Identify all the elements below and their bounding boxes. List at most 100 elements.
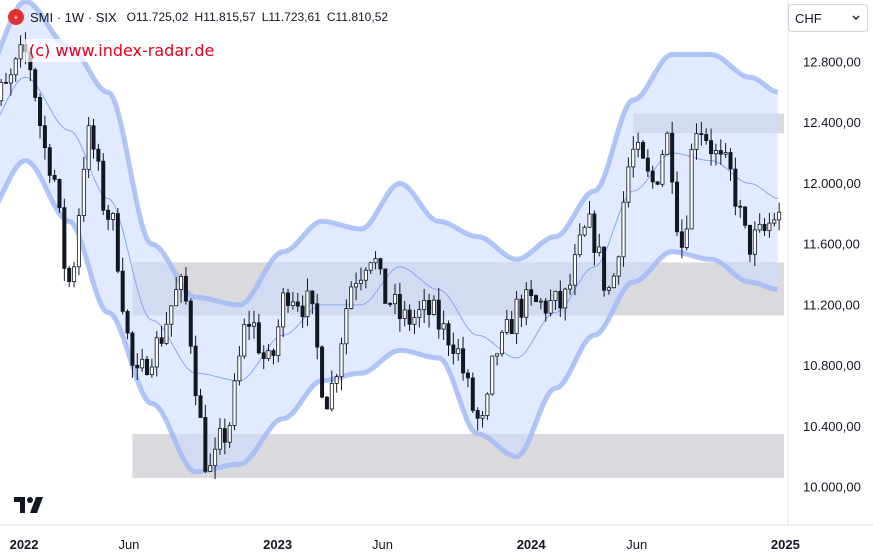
candle-body (568, 284, 573, 290)
candle-body (213, 448, 218, 466)
y-tick-label: 11.200,00 (803, 297, 860, 312)
candle (451, 332, 456, 365)
candle (480, 410, 485, 428)
candle-body (611, 275, 616, 289)
candle-body (704, 134, 709, 141)
candle (636, 132, 641, 158)
candle-body (553, 290, 558, 301)
candle-body (582, 226, 587, 236)
candle-body (96, 148, 101, 162)
symbol-title[interactable]: SMI · 1W · SIX (30, 9, 117, 25)
candle (378, 257, 383, 275)
candle (412, 309, 417, 335)
candle (640, 140, 645, 160)
candle (446, 320, 451, 356)
candle-body (0, 81, 4, 102)
band-upper (0, 0, 779, 308)
candle (490, 355, 495, 396)
candle-body (572, 254, 577, 286)
candle-body (616, 256, 621, 277)
candle-body (606, 287, 611, 291)
candlesticks (0, 32, 782, 480)
candle (305, 278, 310, 326)
candle (383, 268, 388, 304)
candle-body (675, 181, 680, 233)
candle (57, 178, 62, 213)
candle (320, 345, 325, 399)
candle-body (602, 246, 607, 291)
candle-body (640, 141, 645, 159)
candle-body (373, 258, 378, 264)
candle-body (33, 69, 38, 98)
candle (72, 261, 77, 288)
candle-body (412, 317, 417, 325)
currency-select[interactable]: CHF (788, 4, 868, 32)
candle-body (130, 332, 135, 366)
y-tick-label: 12.800,00 (803, 55, 861, 70)
candle (251, 310, 256, 339)
y-tick-label: 10.400,00 (803, 419, 861, 434)
candle (402, 300, 407, 327)
candle (534, 294, 539, 303)
candle-body (461, 348, 466, 374)
candle-body (315, 303, 320, 348)
y-tick-label: 10.800,00 (803, 358, 861, 373)
candle (568, 273, 573, 295)
candle (227, 422, 232, 448)
y-tick-label: 10.000,00 (803, 480, 861, 495)
candle-body (368, 262, 373, 271)
candle (91, 118, 96, 159)
candle (106, 204, 111, 231)
candle (665, 131, 670, 156)
candle-body (772, 219, 777, 224)
x-tick-label: 2024 (517, 537, 547, 552)
candle (67, 266, 72, 288)
y-tick-label: 11.600,00 (803, 237, 860, 252)
candle (767, 212, 772, 238)
band-middle (0, 76, 778, 382)
candle (4, 72, 9, 84)
candle (47, 143, 52, 184)
candle-body (767, 222, 772, 232)
candle-body (179, 275, 184, 291)
candle (465, 369, 470, 388)
candle-body (72, 266, 77, 282)
candle-body (154, 337, 159, 368)
candle-body (383, 268, 388, 304)
candle (699, 121, 704, 146)
candle-body (650, 170, 655, 183)
candle-body (436, 299, 441, 330)
candle-body (597, 246, 602, 253)
candle (110, 212, 115, 231)
candle (645, 149, 650, 178)
candle (237, 346, 242, 386)
candle (188, 298, 193, 354)
candle (358, 267, 363, 291)
candle-body (76, 215, 81, 268)
candle-body (140, 358, 145, 369)
candle (232, 373, 237, 431)
tradingview-logo-icon[interactable] (14, 495, 48, 515)
candle-body (446, 323, 451, 346)
candle-body (358, 279, 363, 284)
candle-body (203, 417, 208, 472)
candle (461, 336, 466, 381)
candle-body (164, 323, 169, 344)
candle (101, 153, 106, 216)
candle (548, 289, 553, 317)
candle-body (4, 81, 9, 84)
candle (368, 261, 373, 274)
candle-body (733, 168, 738, 207)
candle-body (679, 231, 684, 248)
candle (602, 246, 607, 297)
candle-body (271, 350, 276, 356)
candle (572, 243, 577, 296)
candle-body (305, 290, 310, 318)
candle-body (558, 290, 563, 309)
candle (587, 200, 592, 229)
candle (509, 310, 514, 335)
candle (344, 299, 349, 355)
candle (684, 215, 689, 251)
candle (13, 57, 18, 82)
